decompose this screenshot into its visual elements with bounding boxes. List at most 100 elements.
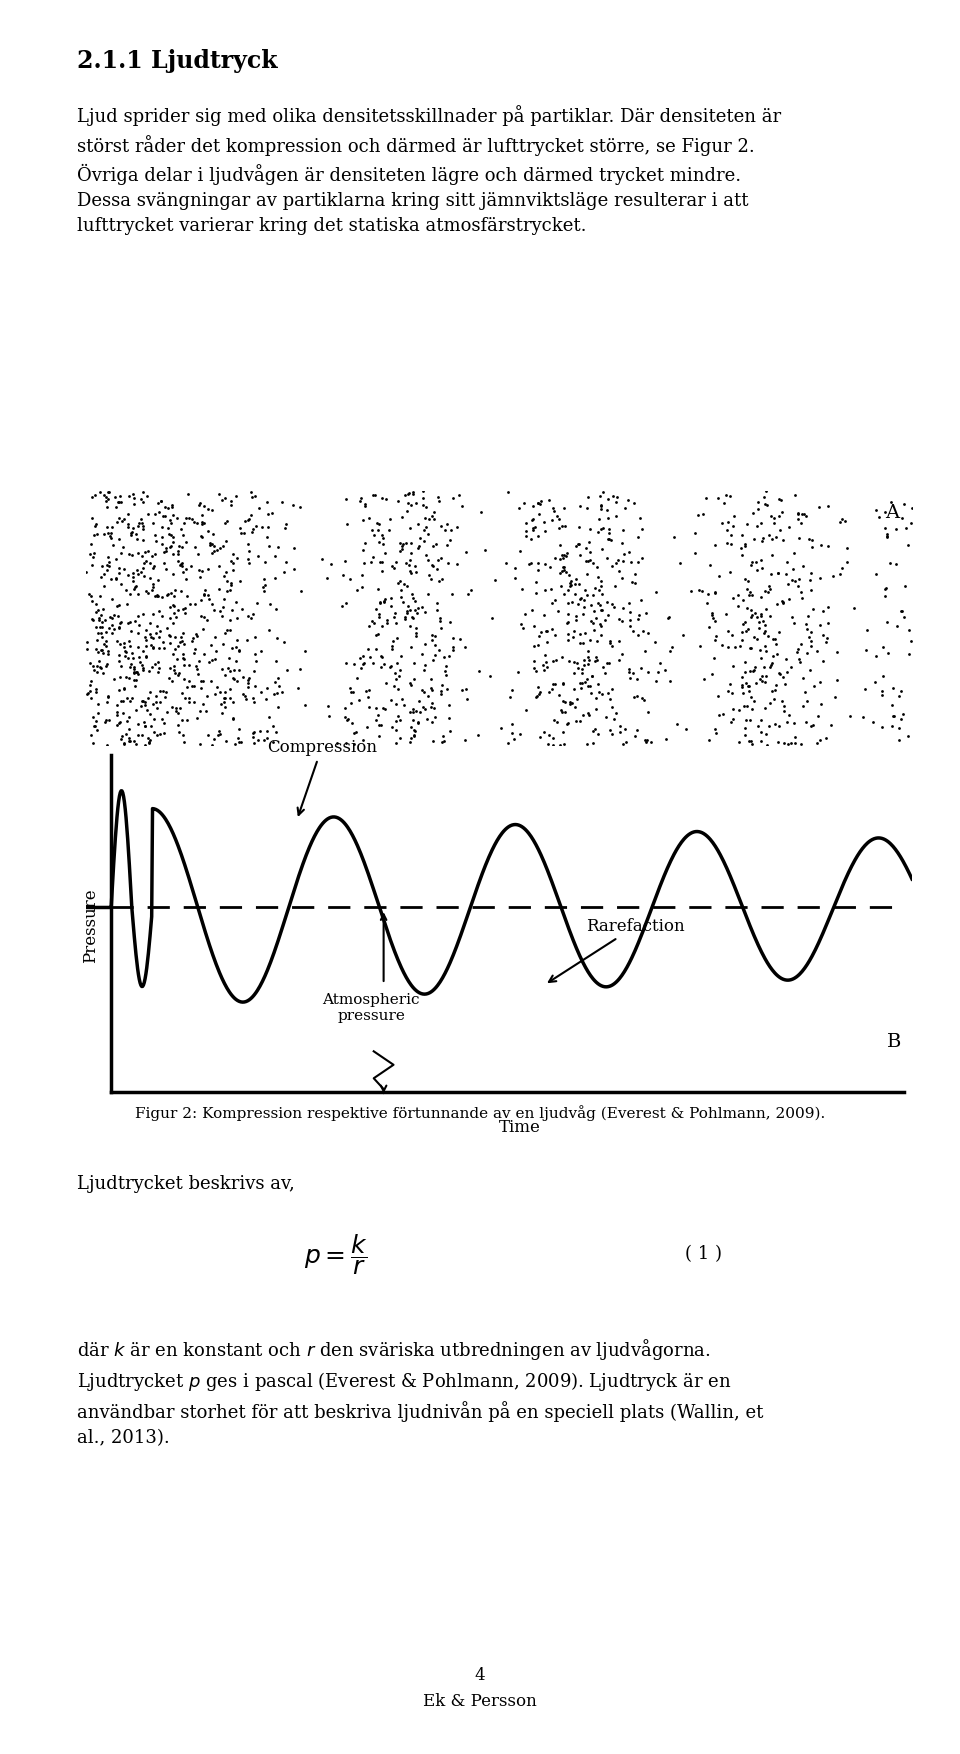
Point <box>270 679 285 707</box>
Point <box>126 514 141 542</box>
Point <box>786 609 802 637</box>
Point <box>170 633 185 661</box>
Point <box>135 479 151 507</box>
Point <box>758 491 774 519</box>
Point <box>196 581 211 609</box>
Point <box>259 674 275 702</box>
Point <box>746 524 761 553</box>
Point <box>227 656 242 684</box>
Point <box>732 633 748 661</box>
Point <box>779 547 794 575</box>
Point <box>158 535 174 563</box>
Point <box>100 486 115 514</box>
Point <box>735 679 751 707</box>
Point <box>532 679 547 707</box>
Point <box>126 560 141 588</box>
Point <box>588 684 604 712</box>
Point <box>113 688 129 716</box>
Point <box>401 551 417 579</box>
Point <box>530 631 545 660</box>
Point <box>403 528 419 556</box>
Point <box>767 675 782 703</box>
Point <box>182 589 198 617</box>
Point <box>554 572 569 600</box>
Point <box>187 533 203 561</box>
Point <box>212 721 228 749</box>
Point <box>373 710 389 738</box>
Point <box>734 521 750 549</box>
Point <box>214 656 229 684</box>
Point <box>125 567 140 595</box>
Point <box>562 561 577 589</box>
Point <box>554 642 569 670</box>
Point <box>791 524 806 553</box>
Point <box>164 491 180 519</box>
Point <box>638 728 654 756</box>
Point <box>122 609 137 637</box>
Point <box>184 672 200 700</box>
Point <box>566 617 582 645</box>
Point <box>85 703 101 731</box>
Point <box>384 591 399 619</box>
Point <box>227 665 242 693</box>
Point <box>814 689 829 717</box>
Point <box>100 512 115 540</box>
Point <box>204 731 219 759</box>
Point <box>346 649 361 677</box>
Point <box>89 626 105 654</box>
Point <box>82 670 97 698</box>
Point <box>727 502 742 530</box>
Point <box>734 670 750 698</box>
Point <box>99 631 114 660</box>
Point <box>163 531 179 560</box>
Point <box>542 553 558 581</box>
Point <box>737 721 753 749</box>
Point <box>143 712 158 740</box>
Point <box>440 510 455 538</box>
Point <box>726 512 741 540</box>
Point <box>212 596 228 624</box>
Point <box>372 710 387 738</box>
Point <box>884 712 900 740</box>
Point <box>803 633 818 661</box>
Point <box>128 519 143 547</box>
Point <box>561 709 576 737</box>
Point <box>763 651 779 679</box>
Point <box>787 538 803 567</box>
Point <box>130 710 145 738</box>
Point <box>806 672 822 700</box>
Point <box>178 595 193 623</box>
Point <box>99 488 114 516</box>
Point <box>634 514 649 542</box>
Point <box>120 561 135 589</box>
Point <box>218 558 233 586</box>
Point <box>115 700 131 728</box>
Point <box>142 726 157 754</box>
Point <box>707 530 722 558</box>
Point <box>218 484 233 512</box>
Point <box>452 624 468 652</box>
Point <box>593 621 609 649</box>
Point <box>622 612 637 640</box>
Point <box>113 609 129 637</box>
Point <box>525 516 540 544</box>
Point <box>567 570 583 598</box>
Point <box>570 654 586 682</box>
Point <box>777 691 792 719</box>
Point <box>271 665 286 693</box>
Point <box>568 605 584 633</box>
Text: $p = \dfrac{k}{r}$: $p = \dfrac{k}{r}$ <box>304 1231 368 1277</box>
Point <box>124 521 139 549</box>
Point <box>805 595 821 623</box>
Point <box>624 547 639 575</box>
Point <box>538 517 553 545</box>
Point <box>604 589 619 617</box>
Point <box>134 721 150 749</box>
Point <box>96 658 111 686</box>
Point <box>193 489 208 517</box>
Point <box>153 677 168 705</box>
Point <box>757 719 773 747</box>
Point <box>225 540 240 568</box>
Point <box>804 575 819 603</box>
Point <box>662 667 678 695</box>
